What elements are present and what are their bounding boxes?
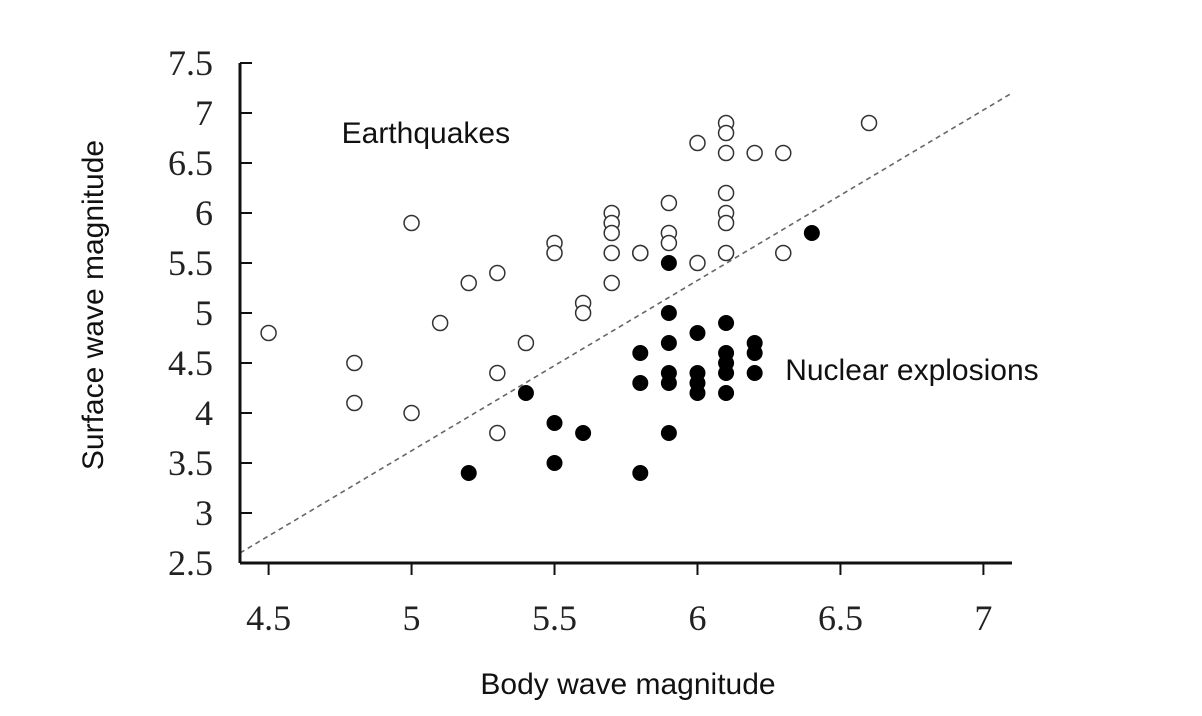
earthquake-point: [517, 334, 535, 352]
y-tick-label: 4: [195, 393, 213, 433]
x-tick-label: 5: [403, 598, 421, 638]
y-axis-title: Surface wave magnitude: [77, 140, 110, 470]
earthquake-point: [489, 264, 506, 282]
explosion-point: [660, 255, 677, 271]
earthquake-point: [260, 324, 277, 342]
explosion-point: [718, 385, 735, 401]
earthquake-point: [717, 144, 735, 162]
earthquake-point: [603, 274, 620, 292]
earthquake-point: [431, 314, 449, 332]
explosion-point: [746, 365, 763, 381]
earthquake-point: [460, 274, 477, 292]
explosion-point: [689, 385, 706, 401]
earthquake-point: [346, 394, 363, 412]
earthquakes-label: Earthquakes: [342, 117, 510, 150]
earthquake-point: [632, 244, 649, 262]
data-points: [260, 114, 878, 481]
x-tick-label: 5.5: [532, 598, 577, 638]
earthquake-point: [603, 224, 620, 242]
explosion-point: [660, 375, 677, 391]
y-tick-label: 3: [195, 493, 213, 533]
y-tick-label: 4.5: [168, 343, 213, 383]
divider-line-group: [239, 92, 1013, 554]
explosion-point: [546, 455, 563, 471]
x-tick-label: 6.5: [818, 598, 863, 638]
earthquake-point: [689, 254, 706, 272]
earthquake-point: [689, 134, 706, 152]
earthquake-point: [775, 144, 792, 162]
nuclear-explosions-label: Nuclear explosions: [785, 354, 1038, 387]
x-ticks: 4.5 5 5.5 6 6.5 7: [246, 563, 992, 638]
x-tick-label: 6: [688, 598, 706, 638]
earthquake-point: [746, 144, 763, 162]
earthquake-point: [489, 424, 506, 442]
y-tick-label: 6: [195, 193, 213, 233]
explosion-point: [632, 345, 649, 361]
earthquake-point: [717, 244, 735, 262]
explosion-point: [660, 425, 677, 441]
y-ticks: 2.5 3 3.5 4 4.5 5 5.5 6 6.5 7 7.5: [168, 43, 252, 583]
x-axis-title: Body wave magnitude: [480, 668, 775, 701]
earthquake-point: [546, 244, 563, 262]
annotations: Earthquakes Nuclear explosions: [342, 117, 1039, 387]
explosion-point: [746, 345, 763, 361]
y-tick-label: 5.5: [168, 243, 213, 283]
y-tick-label: 5: [195, 293, 213, 333]
earthquake-point: [403, 214, 420, 232]
explosion-point: [632, 465, 649, 481]
earthquake-point: [660, 234, 678, 252]
explosion-point: [546, 415, 563, 431]
x-tick-label: 4.5: [246, 598, 291, 638]
y-tick-label: 3.5: [168, 443, 213, 483]
earthquake-point: [717, 184, 735, 202]
earthquake-point: [603, 244, 620, 262]
explosion-point: [718, 315, 735, 331]
earthquake-point: [717, 124, 735, 142]
y-tick-label: 2.5: [168, 543, 213, 583]
explosion-point: [718, 365, 735, 381]
y-tick-label: 7: [195, 93, 213, 133]
explosion-point: [660, 335, 677, 351]
explosion-point: [689, 325, 706, 341]
earthquake-point: [860, 114, 878, 132]
explosion-point: [460, 465, 477, 481]
earthquake-point: [346, 354, 363, 372]
y-tick-label: 6.5: [168, 143, 213, 183]
y-tick-label: 7.5: [168, 43, 213, 83]
explosion-point: [803, 225, 820, 241]
explosion-point: [575, 425, 592, 441]
explosion-point: [660, 305, 677, 321]
explosion-point: [517, 385, 534, 401]
divider-line: [239, 92, 1013, 554]
earthquake-point: [775, 244, 792, 262]
earthquake-point: [489, 364, 506, 382]
earthquake-point: [403, 404, 420, 422]
explosion-point: [632, 375, 649, 391]
earthquake-point: [717, 214, 735, 232]
x-tick-label: 7: [974, 598, 992, 638]
earthquake-point: [574, 304, 592, 322]
earthquake-point: [660, 194, 678, 212]
